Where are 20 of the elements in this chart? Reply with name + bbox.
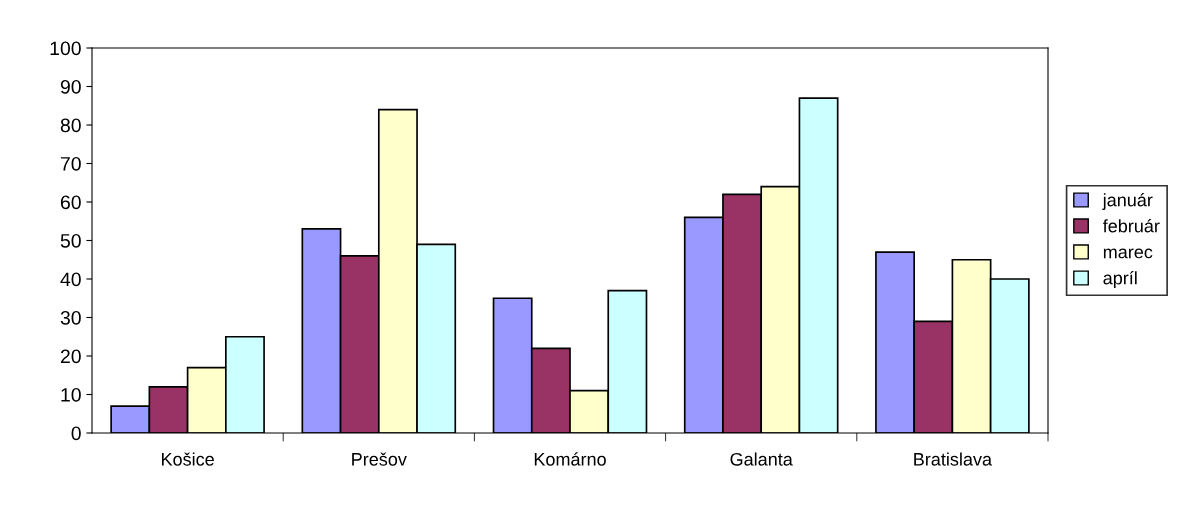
y-tick-label: 0 <box>71 426 81 441</box>
legend-label: február <box>1102 218 1160 233</box>
y-tick-label: 90 <box>60 79 81 94</box>
y-tick-label: 70 <box>60 156 81 171</box>
y-tick-label: 50 <box>60 233 81 248</box>
legend-label: január <box>1102 192 1153 211</box>
legend-label: apríl <box>1103 270 1137 289</box>
y-tick-label: 40 <box>60 272 81 287</box>
x-tick-label: Komárno <box>534 452 606 466</box>
y-tick-label: 80 <box>60 118 81 133</box>
y-tick-label: 60 <box>60 195 81 210</box>
legend-label: marec <box>1103 248 1153 259</box>
y-tick-label: 10 <box>61 387 81 402</box>
x-tick-label: Bratislava <box>914 452 993 466</box>
x-tick-label: Prešov <box>352 452 407 466</box>
y-tick-label: 30 <box>60 310 81 325</box>
y-tick-label: 20 <box>60 349 81 364</box>
x-tick-label: Galanta <box>730 452 793 466</box>
x-tick-label: Košice <box>161 452 214 466</box>
y-tick-label: 100 <box>50 41 81 56</box>
